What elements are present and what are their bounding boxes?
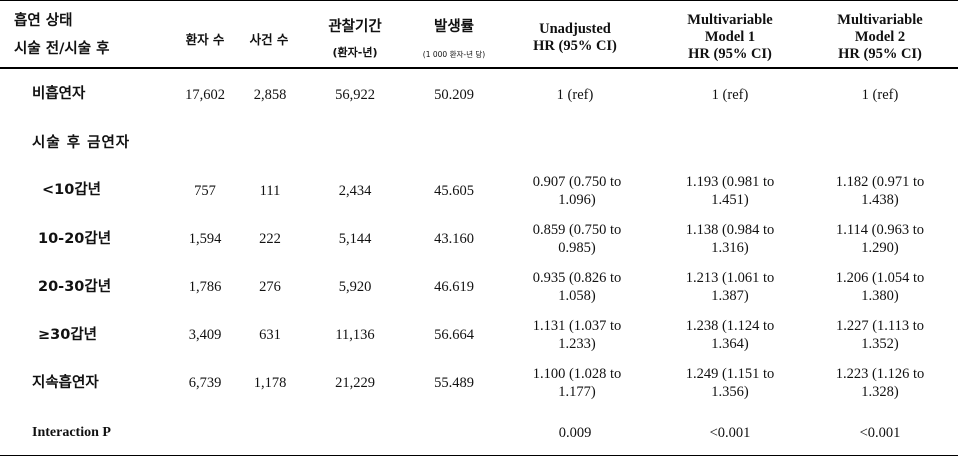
cell-patients: 757 — [194, 183, 216, 199]
cell-unadjusted: 1.131 (1.037 to 1.233) — [532, 318, 622, 352]
cell-model2: 1.182 (0.971 to 1.438) — [835, 174, 925, 208]
cell-events: 111 — [259, 183, 281, 199]
cell-model2: 1.227 (1.113 to 1.352) — [835, 318, 925, 352]
cell-events: 1,178 — [253, 375, 287, 391]
cell-patients: 6,739 — [188, 375, 222, 391]
cell-model2: <0.001 — [859, 425, 901, 441]
cell-patients: 17,602 — [185, 87, 225, 103]
cell-events: 276 — [259, 279, 281, 295]
cell-unadjusted: 1.100 (1.028 to 1.177) — [532, 366, 622, 400]
header-group-line1: 흡연 상태 — [14, 13, 73, 29]
header-model1-line3: HR (95% CI) — [688, 46, 772, 62]
cell-incidence: 45.605 — [434, 183, 474, 199]
cell-incidence: 43.160 — [434, 231, 474, 247]
cell-model2: 1.206 (1.054 to 1.380) — [835, 270, 925, 304]
cell-followup: 21,229 — [335, 375, 375, 391]
cell-model1: <0.001 — [709, 425, 751, 441]
cell-patients: 1,594 — [188, 231, 222, 247]
header-model2-line1: Multivariable — [837, 12, 923, 28]
cell-events: 631 — [259, 327, 281, 343]
row-label: 10-20갑년 — [38, 231, 112, 247]
cell-incidence: 50.209 — [434, 87, 474, 103]
header-model1-line2: Model 1 — [704, 29, 756, 45]
cell-events: 2,858 — [253, 87, 287, 103]
row-label: 지속흡연자 — [32, 375, 99, 391]
cell-patients: 3,409 — [188, 327, 222, 343]
cell-model1: 1.193 (0.981 to 1.451) — [685, 174, 775, 208]
cell-model1: 1.249 (1.151 to 1.356) — [685, 366, 775, 400]
cell-unadjusted: 0.935 (0.826 to 1.058) — [532, 270, 622, 304]
header-model1-line1: Multivariable — [687, 12, 773, 28]
cell-model1: 1.238 (1.124 to 1.364) — [685, 318, 775, 352]
header-followup-line1: 관찰기간 — [328, 19, 382, 35]
row-label: Interaction P — [32, 425, 111, 440]
header-unadjusted-line2: HR (95% CI) — [533, 38, 617, 54]
cell-model2: 1.114 (0.963 to 1.290) — [835, 222, 925, 256]
row-label: 비흡연자 — [32, 86, 86, 102]
row-label: 20-30갑년 — [38, 279, 112, 295]
header-unadjusted-line1: Unadjusted — [539, 21, 611, 37]
row-label: <10갑년 — [42, 182, 102, 198]
cell-incidence: 55.489 — [434, 375, 474, 391]
table-top-rule — [0, 0, 958, 1]
cell-followup: 11,136 — [335, 327, 375, 343]
cell-model1: 1.213 (1.061 to 1.387) — [685, 270, 775, 304]
row-label: 시술 후 금연자 — [32, 135, 131, 151]
table-header-rule — [0, 67, 958, 69]
cell-incidence: 56.664 — [434, 327, 474, 343]
cell-unadjusted: 0.907 (0.750 to 1.096) — [532, 174, 622, 208]
header-followup-line2: (환자-년) — [332, 46, 378, 59]
cell-followup: 56,922 — [335, 87, 375, 103]
row-label: ≥30갑년 — [38, 327, 98, 343]
cell-events: 222 — [259, 231, 281, 247]
table-bottom-rule — [0, 455, 958, 456]
header-incidence-line2: (1 000 환자-년 당) — [422, 50, 486, 59]
header-group-line2: 시술 전/시술 후 — [14, 41, 110, 57]
cell-incidence: 46.619 — [434, 279, 474, 295]
cell-followup: 5,920 — [338, 279, 372, 295]
cell-unadjusted: 1 (ref) — [556, 87, 594, 103]
cell-model2: 1.223 (1.126 to 1.328) — [835, 366, 925, 400]
cell-unadjusted: 0.859 (0.750 to 0.985) — [532, 222, 622, 256]
header-patients: 환자 수 — [185, 32, 225, 47]
cell-unadjusted: 0.009 — [558, 425, 592, 441]
cell-model1: 1 (ref) — [711, 87, 749, 103]
header-model2-line2: Model 2 — [854, 29, 906, 45]
cell-model1: 1.138 (0.984 to 1.316) — [685, 222, 775, 256]
cell-followup: 2,434 — [338, 183, 372, 199]
cell-followup: 5,144 — [338, 231, 372, 247]
cell-patients: 1,786 — [188, 279, 222, 295]
header-model2-line3: HR (95% CI) — [838, 46, 922, 62]
header-events: 사건 수 — [249, 32, 289, 47]
cell-model2: 1 (ref) — [861, 87, 899, 103]
header-incidence-line1: 발생률 — [433, 19, 475, 35]
